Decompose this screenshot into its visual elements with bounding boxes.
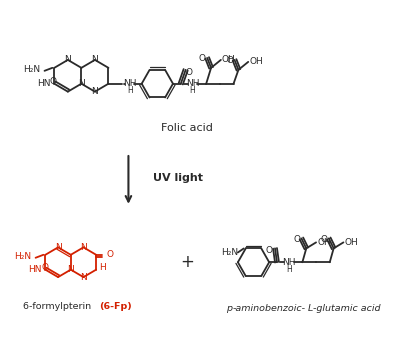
Text: N: N bbox=[78, 79, 85, 88]
Text: H: H bbox=[127, 86, 133, 95]
Text: H₂N: H₂N bbox=[221, 248, 238, 257]
Text: NH: NH bbox=[123, 79, 137, 88]
Text: O: O bbox=[265, 246, 273, 255]
Text: HN: HN bbox=[28, 265, 41, 274]
Text: H: H bbox=[100, 263, 106, 272]
Text: O: O bbox=[320, 235, 328, 244]
Text: H: H bbox=[286, 265, 292, 274]
Text: N: N bbox=[55, 243, 61, 252]
Text: O: O bbox=[185, 68, 192, 77]
Text: O: O bbox=[199, 54, 206, 64]
Text: OH: OH bbox=[222, 55, 236, 65]
Text: OH: OH bbox=[344, 238, 358, 247]
Text: N: N bbox=[92, 55, 98, 65]
Text: NH: NH bbox=[282, 258, 295, 267]
Text: O: O bbox=[50, 77, 57, 86]
Text: +: + bbox=[180, 253, 194, 271]
Text: O: O bbox=[106, 250, 113, 259]
Text: HN: HN bbox=[37, 79, 51, 88]
Text: N: N bbox=[80, 273, 87, 282]
Text: N: N bbox=[92, 87, 98, 96]
Text: NH: NH bbox=[186, 79, 199, 88]
Text: (6-Fp): (6-Fp) bbox=[99, 303, 132, 311]
Text: -aminobenzoic-: -aminobenzoic- bbox=[233, 304, 306, 313]
Text: p: p bbox=[226, 304, 232, 313]
Text: H₂N: H₂N bbox=[15, 252, 32, 261]
Text: Folic acid: Folic acid bbox=[161, 123, 213, 133]
Text: O: O bbox=[293, 235, 300, 244]
Text: L: L bbox=[307, 304, 312, 313]
Text: -glutamic acid: -glutamic acid bbox=[313, 304, 380, 313]
Text: UV light: UV light bbox=[153, 173, 203, 183]
Text: N: N bbox=[64, 55, 71, 65]
Text: N: N bbox=[80, 243, 87, 252]
Text: 6-formylpterin: 6-formylpterin bbox=[23, 303, 94, 311]
Text: O: O bbox=[41, 263, 49, 272]
Text: H: H bbox=[189, 86, 195, 95]
Text: OH: OH bbox=[317, 238, 331, 247]
Text: OH: OH bbox=[249, 57, 263, 66]
Text: N: N bbox=[67, 265, 74, 274]
Text: O: O bbox=[226, 56, 233, 65]
Text: H₂N: H₂N bbox=[23, 65, 41, 74]
